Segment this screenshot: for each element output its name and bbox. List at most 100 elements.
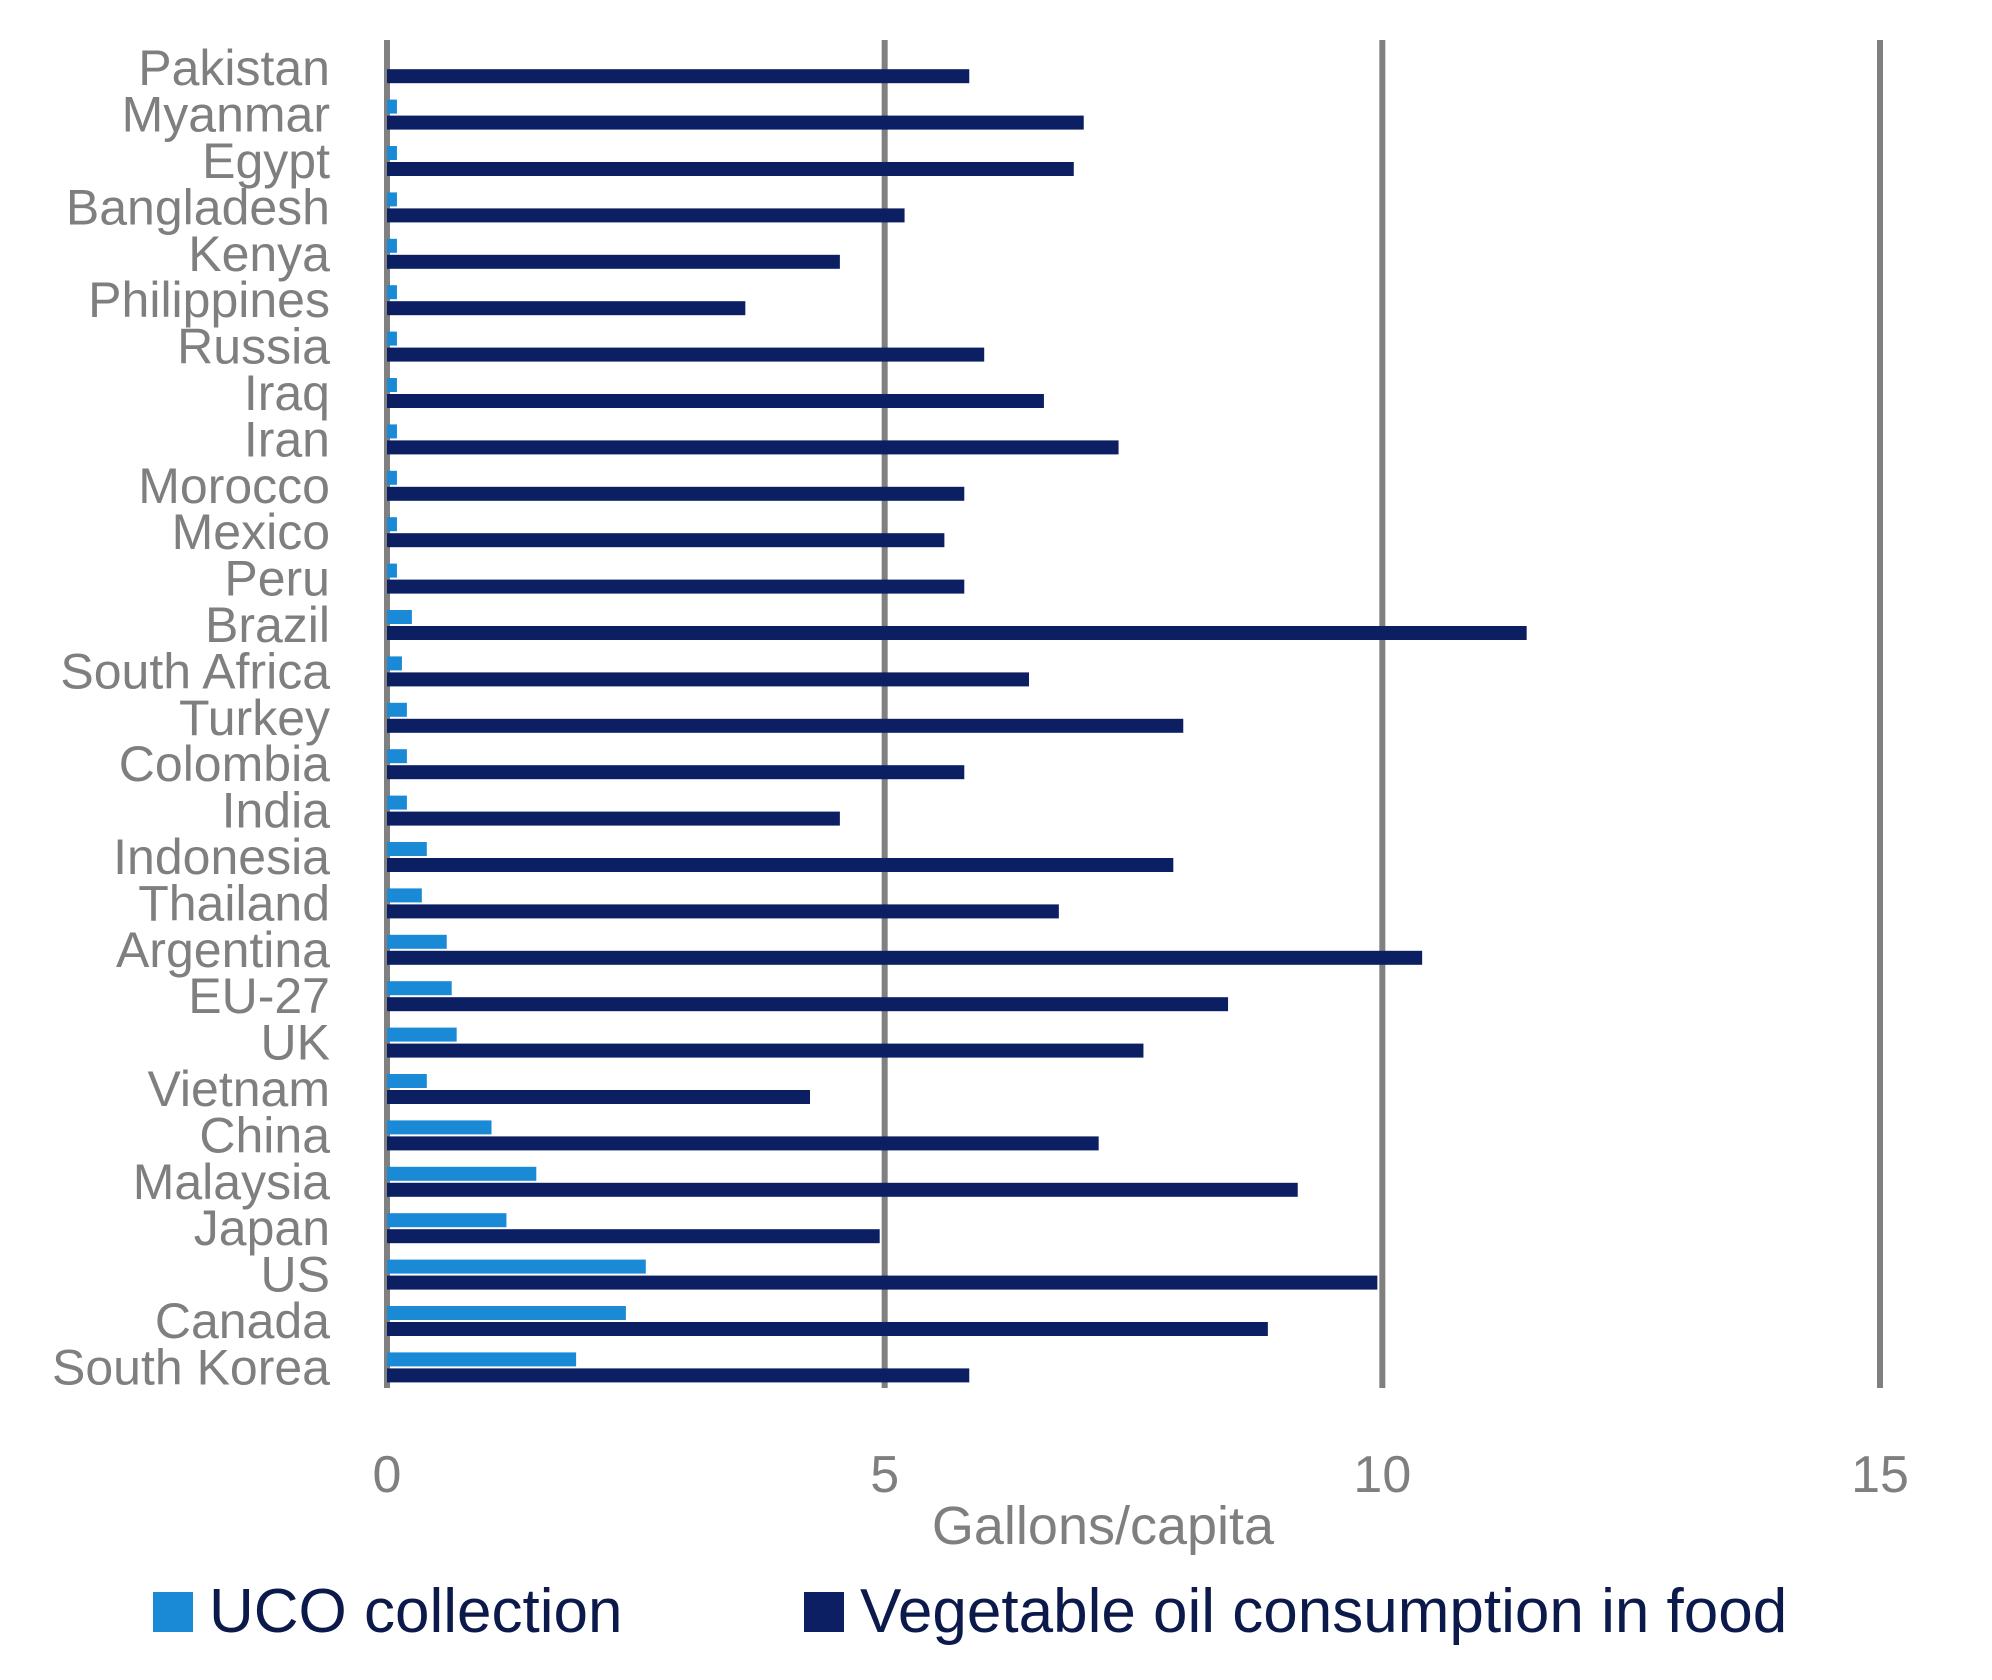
bar-uco-collection — [387, 238, 397, 253]
bar-uco-collection — [387, 888, 422, 903]
category-labels: PakistanMyanmarEgyptBangladeshKenyaPhili… — [52, 40, 330, 1395]
bar-vegetable-oil-consumption — [387, 718, 1184, 733]
category-label: Argentina — [116, 922, 330, 978]
category-label: Vietnam — [147, 1061, 330, 1117]
category-label: Myanmar — [122, 87, 330, 143]
bars — [387, 69, 1527, 1383]
bar-uco-collection — [387, 656, 402, 671]
bar-vegetable-oil-consumption — [387, 486, 965, 501]
category-label: Pakistan — [138, 40, 330, 96]
bar-vegetable-oil-consumption — [387, 1090, 811, 1104]
bar-uco-collection — [387, 146, 397, 160]
bar-vegetable-oil-consumption — [387, 1322, 1268, 1336]
legend-swatch-vegetable-oil — [804, 1591, 844, 1632]
bar-uco-collection — [387, 749, 407, 764]
category-label: Indonesia — [113, 829, 330, 885]
bar-uco-collection — [387, 610, 412, 624]
category-label: Iran — [244, 411, 330, 467]
category-label: Philippines — [88, 272, 330, 328]
bar-uco-collection — [387, 1352, 577, 1367]
category-label: South Korea — [52, 1339, 330, 1395]
bar-uco-collection — [387, 1120, 492, 1135]
bar-vegetable-oil-consumption — [387, 950, 1423, 965]
bar-uco-collection — [387, 1027, 457, 1042]
bar-vegetable-oil-consumption — [387, 347, 985, 362]
category-label: Iraq — [244, 365, 330, 421]
category-label: Turkey — [179, 690, 330, 746]
bar-vegetable-oil-consumption — [387, 115, 1084, 130]
bar-uco-collection — [387, 378, 397, 392]
bar-vegetable-oil-consumption — [387, 394, 1044, 408]
x-tick-label: 0 — [373, 1446, 402, 1504]
bar-vegetable-oil-consumption — [387, 997, 1229, 1012]
bar-vegetable-oil-consumption — [387, 811, 840, 826]
bar-vegetable-oil-consumption — [387, 1229, 880, 1244]
legend-label-vegetable-oil: Vegetable oil consumption in food — [860, 1577, 1788, 1646]
bar-uco-collection — [387, 470, 397, 485]
legend-label-uco: UCO collection — [209, 1577, 623, 1646]
bar-vegetable-oil-consumption — [387, 533, 945, 548]
bar-vegetable-oil-consumption — [387, 579, 965, 594]
category-label: China — [199, 1107, 330, 1163]
bar-uco-collection — [387, 1166, 537, 1181]
x-tick-labels: 0 5 10 15 — [373, 1446, 1909, 1504]
bar-uco-collection — [387, 934, 447, 949]
bar-vegetable-oil-consumption — [387, 254, 840, 269]
bar-vegetable-oil-consumption — [387, 162, 1074, 176]
bar-uco-collection — [387, 331, 397, 346]
bar-vegetable-oil-consumption — [387, 301, 746, 316]
category-label: Bangladesh — [66, 179, 330, 235]
category-label: EU-27 — [188, 968, 330, 1024]
bar-vegetable-oil-consumption — [387, 765, 965, 780]
bar-vegetable-oil-consumption — [387, 626, 1527, 640]
bar-uco-collection — [387, 842, 427, 856]
legend-swatch-uco — [153, 1591, 193, 1632]
bar-vegetable-oil-consumption — [387, 1043, 1144, 1058]
category-label: Kenya — [188, 226, 330, 282]
bar-uco-collection — [387, 702, 407, 717]
category-label: US — [261, 1247, 330, 1303]
bar-uco-collection — [387, 795, 407, 810]
category-label: South Africa — [60, 643, 330, 699]
bar-uco-collection — [387, 517, 397, 532]
bar-vegetable-oil-consumption — [387, 904, 1059, 919]
bar-uco-collection — [387, 99, 397, 114]
legend-item-uco: UCO collection — [153, 1576, 622, 1647]
category-label: Thailand — [138, 875, 330, 931]
bar-vegetable-oil-consumption — [387, 1275, 1378, 1290]
category-label: Canada — [155, 1293, 330, 1349]
x-tick-label: 10 — [1353, 1446, 1411, 1504]
bar-uco-collection — [387, 192, 397, 207]
category-label: India — [222, 783, 331, 839]
bar-uco-collection — [387, 1259, 646, 1274]
category-label: Peru — [224, 551, 330, 607]
x-axis-title: Gallons/capita — [932, 1496, 1275, 1556]
bar-uco-collection — [387, 563, 397, 578]
category-label: Brazil — [205, 597, 330, 653]
category-label: Japan — [194, 1200, 330, 1256]
category-label: Egypt — [202, 133, 330, 189]
x-tick-label: 5 — [870, 1446, 899, 1504]
category-label: Russia — [177, 319, 330, 375]
bar-vegetable-oil-consumption — [387, 208, 905, 223]
bar-uco-collection — [387, 981, 452, 996]
category-label: Morocco — [138, 458, 330, 514]
bar-vegetable-oil-consumption — [387, 1182, 1298, 1197]
bar-vegetable-oil-consumption — [387, 858, 1174, 872]
bar-uco-collection — [387, 424, 397, 439]
x-tick-label: 15 — [1851, 1446, 1909, 1504]
legend: UCO collection Vegetable oil consumption… — [0, 1576, 1992, 1656]
bar-vegetable-oil-consumption — [387, 672, 1029, 687]
bar-vegetable-oil-consumption — [387, 1368, 970, 1383]
bar-vegetable-oil-consumption — [387, 1136, 1099, 1151]
bar-vegetable-oil-consumption — [387, 69, 970, 84]
bar-uco-collection — [387, 1213, 507, 1228]
category-label: Malaysia — [133, 1154, 330, 1210]
bar-uco-collection — [387, 285, 397, 300]
bar-chart: PakistanMyanmarEgyptBangladeshKenyaPhili… — [52, 40, 1909, 1556]
legend-item-vegetable-oil: Vegetable oil consumption in food — [804, 1576, 1787, 1647]
category-label: Colombia — [119, 736, 330, 792]
category-label: Mexico — [172, 504, 330, 560]
bar-uco-collection — [387, 1306, 626, 1320]
bar-vegetable-oil-consumption — [387, 440, 1119, 455]
